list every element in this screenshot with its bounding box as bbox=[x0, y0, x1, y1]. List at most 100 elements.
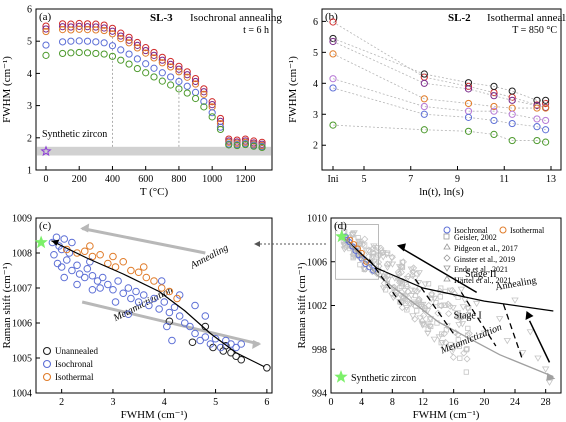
literature-triangle bbox=[362, 248, 371, 255]
data-point bbox=[227, 340, 235, 348]
data-point bbox=[119, 289, 128, 298]
synthetic-band bbox=[37, 146, 271, 156]
x-tick-label: 20 bbox=[479, 397, 489, 408]
literature-triangle bbox=[407, 266, 416, 273]
data-point bbox=[167, 60, 175, 68]
data-point bbox=[108, 42, 117, 50]
data-point bbox=[158, 69, 166, 77]
panel-label: (d) bbox=[334, 220, 347, 232]
data-point bbox=[490, 116, 498, 125]
data-point bbox=[200, 103, 208, 111]
data-point bbox=[211, 334, 220, 343]
series-line bbox=[332, 78, 546, 121]
x-tick-label: 6 bbox=[264, 397, 269, 408]
synthetic-legend-star bbox=[334, 370, 348, 383]
stage1-text: Stage I bbox=[454, 311, 482, 322]
data-point bbox=[67, 49, 75, 57]
y-tick-label: 3 bbox=[27, 101, 32, 112]
literature-triangle bbox=[449, 305, 457, 312]
data-point bbox=[167, 63, 175, 71]
literature-triangle bbox=[448, 349, 456, 356]
stage2-arrow-head bbox=[396, 243, 406, 252]
stage2-arrow bbox=[401, 247, 478, 294]
stage1-arrow-head bbox=[525, 310, 534, 320]
data-point bbox=[175, 68, 183, 76]
synthetic-zircon-marker bbox=[335, 229, 349, 243]
x-tick-label: 800 bbox=[171, 174, 186, 185]
data-point bbox=[108, 27, 117, 35]
data-point bbox=[175, 65, 183, 73]
data-point bbox=[508, 96, 516, 104]
data-point bbox=[133, 55, 141, 63]
data-point bbox=[188, 338, 197, 347]
literature-triangle bbox=[340, 246, 349, 253]
data-point bbox=[183, 71, 191, 79]
literature-diamond bbox=[418, 317, 426, 325]
data-point bbox=[167, 57, 175, 66]
legend: Isochronal Isothermal Geisler, 2002 Pidgeon… bbox=[443, 226, 545, 285]
x-tick-label: 12 bbox=[418, 397, 428, 408]
legend-label: Härtel et al., 2021 bbox=[454, 276, 512, 285]
x-axis-label: FWHM (cm⁻¹) bbox=[413, 409, 480, 421]
data-point bbox=[200, 97, 208, 106]
data-point bbox=[132, 287, 140, 296]
data-point bbox=[508, 87, 516, 95]
data-point bbox=[490, 92, 498, 100]
literature-triangle bbox=[383, 264, 392, 271]
data-point bbox=[58, 23, 67, 31]
data-point bbox=[142, 46, 150, 55]
literature-diamond bbox=[398, 303, 406, 312]
literature-triangle bbox=[453, 310, 462, 317]
literature-square bbox=[464, 346, 470, 352]
stage1-arrow bbox=[528, 320, 551, 363]
data-point bbox=[167, 73, 175, 81]
literature-triangle bbox=[407, 287, 415, 294]
literature-diamond bbox=[389, 284, 397, 292]
data-point bbox=[165, 287, 174, 296]
series-line bbox=[332, 38, 546, 101]
data-point bbox=[490, 130, 498, 138]
series-line bbox=[332, 53, 546, 109]
y-tick-label: 998 bbox=[312, 345, 327, 356]
literature-triangle bbox=[411, 288, 419, 295]
literature-diamond bbox=[388, 290, 396, 298]
literature-square bbox=[428, 292, 434, 298]
metamictization-arrow-head bbox=[546, 372, 556, 381]
literature-triangle bbox=[472, 300, 481, 308]
data-point bbox=[201, 312, 210, 320]
y-tick-label: 1006 bbox=[12, 319, 32, 330]
y-axis-label: FWHM (cm⁻¹) bbox=[1, 56, 13, 123]
data-point bbox=[191, 329, 199, 338]
data-point bbox=[216, 123, 225, 131]
literature-square bbox=[397, 285, 403, 291]
data-point bbox=[145, 301, 153, 310]
data-point bbox=[73, 261, 81, 270]
data-point bbox=[200, 90, 208, 98]
link-arrow-head bbox=[254, 241, 260, 247]
data-point bbox=[83, 26, 92, 34]
literature-triangle bbox=[406, 301, 414, 308]
data-point bbox=[222, 336, 230, 345]
data-point bbox=[98, 273, 107, 282]
data-point bbox=[186, 322, 194, 331]
data-point bbox=[124, 310, 133, 319]
literature-square bbox=[370, 249, 376, 256]
literature-triangle bbox=[426, 316, 435, 323]
literature-square bbox=[456, 343, 462, 350]
literature-diamond bbox=[361, 265, 370, 273]
data-point bbox=[216, 114, 225, 123]
synthetic-zircon-marker bbox=[40, 145, 52, 157]
data-point bbox=[158, 59, 166, 67]
data-point bbox=[150, 51, 158, 59]
literature-diamond bbox=[394, 268, 402, 276]
data-point bbox=[233, 136, 241, 144]
x-axis-label: FWHM (cm⁻¹) bbox=[121, 409, 188, 421]
x-tick-label: 0 bbox=[329, 397, 334, 408]
literature-diamond bbox=[444, 300, 452, 308]
y-tick-label: 1005 bbox=[12, 354, 32, 365]
literature-triangle bbox=[534, 355, 542, 362]
literature-square bbox=[438, 331, 445, 337]
data-point bbox=[208, 113, 216, 121]
data-point bbox=[108, 24, 117, 32]
